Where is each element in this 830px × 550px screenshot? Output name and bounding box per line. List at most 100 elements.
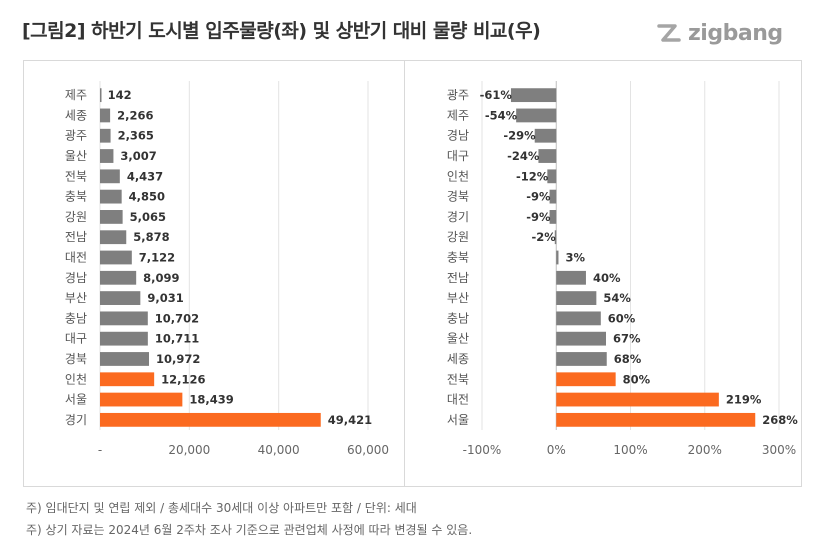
category-label: 광주	[447, 88, 469, 102]
bar	[100, 189, 122, 204]
bar	[100, 270, 137, 285]
category-label: 전북	[65, 169, 87, 183]
category-label: 강원	[447, 230, 469, 244]
bar	[556, 311, 601, 326]
category-label: 경기	[65, 413, 87, 427]
x-tick-label: 200%	[688, 443, 722, 457]
bar	[100, 128, 111, 143]
bar	[556, 412, 756, 427]
x-tick-label: 100%	[613, 443, 647, 457]
category-label: 세종	[65, 108, 87, 122]
page-title: [그림2] 하반기 도시별 입주물량(좌) 및 상반기 대비 물량 비교(우)	[22, 20, 541, 42]
category-label: 충북	[447, 251, 469, 265]
category-label: 경북	[447, 190, 469, 204]
category-label: 광주	[65, 129, 87, 143]
chart-panel-right: -100% 0% 100% 200% 300% 광주 -61% 제주 -54% 경남 -29% 대구 -…	[404, 60, 802, 487]
bar	[556, 270, 586, 285]
category-label: 충남	[447, 311, 469, 325]
data-label: 10,711	[155, 332, 199, 346]
data-label: -54%	[485, 108, 518, 122]
data-label: 18,439	[189, 393, 233, 407]
data-label: -29%	[503, 129, 536, 143]
bar	[516, 108, 557, 123]
x-tick-label: 0%	[547, 443, 566, 457]
bar	[510, 88, 557, 103]
bar	[100, 372, 155, 387]
data-label: 5,065	[130, 210, 166, 224]
category-label: 경북	[65, 352, 87, 366]
data-label: 4,437	[127, 169, 163, 183]
data-label: -9%	[526, 190, 551, 204]
bar	[556, 372, 616, 387]
data-label: 2,266	[117, 108, 153, 122]
data-label: 5,878	[133, 230, 169, 244]
data-label: 8,099	[143, 271, 179, 285]
data-label: 7,122	[139, 251, 175, 265]
x-tick-label: 60,000	[347, 443, 389, 457]
category-label: 대구	[447, 149, 469, 163]
category-label: 전남	[65, 230, 87, 244]
data-label: 10,702	[155, 311, 199, 325]
bar	[100, 352, 150, 366]
data-label: -2%	[531, 230, 556, 244]
category-label: 서울	[447, 413, 469, 427]
footnote-1: 주) 임대단지 및 연립 제외 / 총세대수 30세대 이상 아파트만 포함 /…	[26, 501, 417, 515]
category-label: 인천	[65, 371, 87, 386]
data-label: 54%	[603, 291, 631, 305]
category-label: 경기	[447, 210, 469, 224]
data-label: 3,007	[120, 149, 156, 163]
bar	[100, 250, 132, 265]
chart-panel-left: - 20,000 40,000 60,000 제주 142 세종 2,266 광주 2,365 울산…	[23, 60, 405, 487]
logo-text: zigbang	[688, 20, 783, 46]
data-label: -61%	[480, 88, 513, 102]
data-label: 10,972	[156, 352, 200, 366]
category-label: 전북	[447, 372, 469, 386]
bar	[556, 331, 606, 346]
category-label: 충남	[65, 311, 87, 325]
category-label: 부산	[65, 291, 87, 305]
bar	[100, 169, 120, 184]
category-label: 대구	[65, 332, 87, 346]
bar	[549, 189, 557, 204]
category-label: 충북	[65, 190, 87, 204]
zigbang-logo-icon	[657, 24, 681, 42]
data-label: 12,126	[161, 372, 205, 386]
bar	[538, 149, 557, 163]
bar	[556, 392, 719, 407]
category-label: 인천	[447, 168, 469, 183]
supply-volume-chart: - 20,000 40,000 60,000 제주 142 세종 2,266 광주 2,365 울산…	[65, 81, 389, 457]
bar	[100, 291, 141, 305]
zigbang-logo: zigbang	[655, 18, 783, 48]
bar	[100, 392, 183, 407]
change-rate-chart: -100% 0% 100% 200% 300% 광주 -61% 제주 -54% 경남 -29% 대구 -…	[447, 81, 798, 457]
category-label: 울산	[65, 149, 87, 163]
x-tick-label: -	[98, 443, 102, 457]
category-label: 제주	[65, 88, 87, 102]
bar	[100, 108, 111, 123]
data-label: 2,365	[118, 129, 154, 143]
category-label: 대전	[65, 251, 87, 265]
bar	[556, 352, 607, 366]
bar	[549, 210, 557, 224]
data-label: 219%	[726, 393, 762, 407]
bar	[100, 88, 102, 103]
data-label: 3%	[565, 251, 585, 265]
category-label: 전남	[447, 271, 469, 285]
data-label: 67%	[613, 332, 641, 346]
x-tick-label: 300%	[762, 443, 796, 457]
category-label: 서울	[65, 393, 87, 407]
data-label: -9%	[526, 210, 551, 224]
bar	[100, 230, 127, 245]
x-tick-label: -100%	[463, 443, 502, 457]
bar	[100, 331, 148, 346]
data-label: -24%	[507, 149, 540, 163]
data-label: 142	[108, 88, 132, 102]
bar	[534, 128, 557, 143]
bar	[100, 210, 123, 224]
data-label: 40%	[593, 271, 621, 285]
data-label: 9,031	[147, 291, 183, 305]
bar	[547, 169, 557, 184]
data-label: 60%	[608, 311, 636, 325]
bar	[100, 412, 321, 427]
bar	[556, 291, 597, 305]
